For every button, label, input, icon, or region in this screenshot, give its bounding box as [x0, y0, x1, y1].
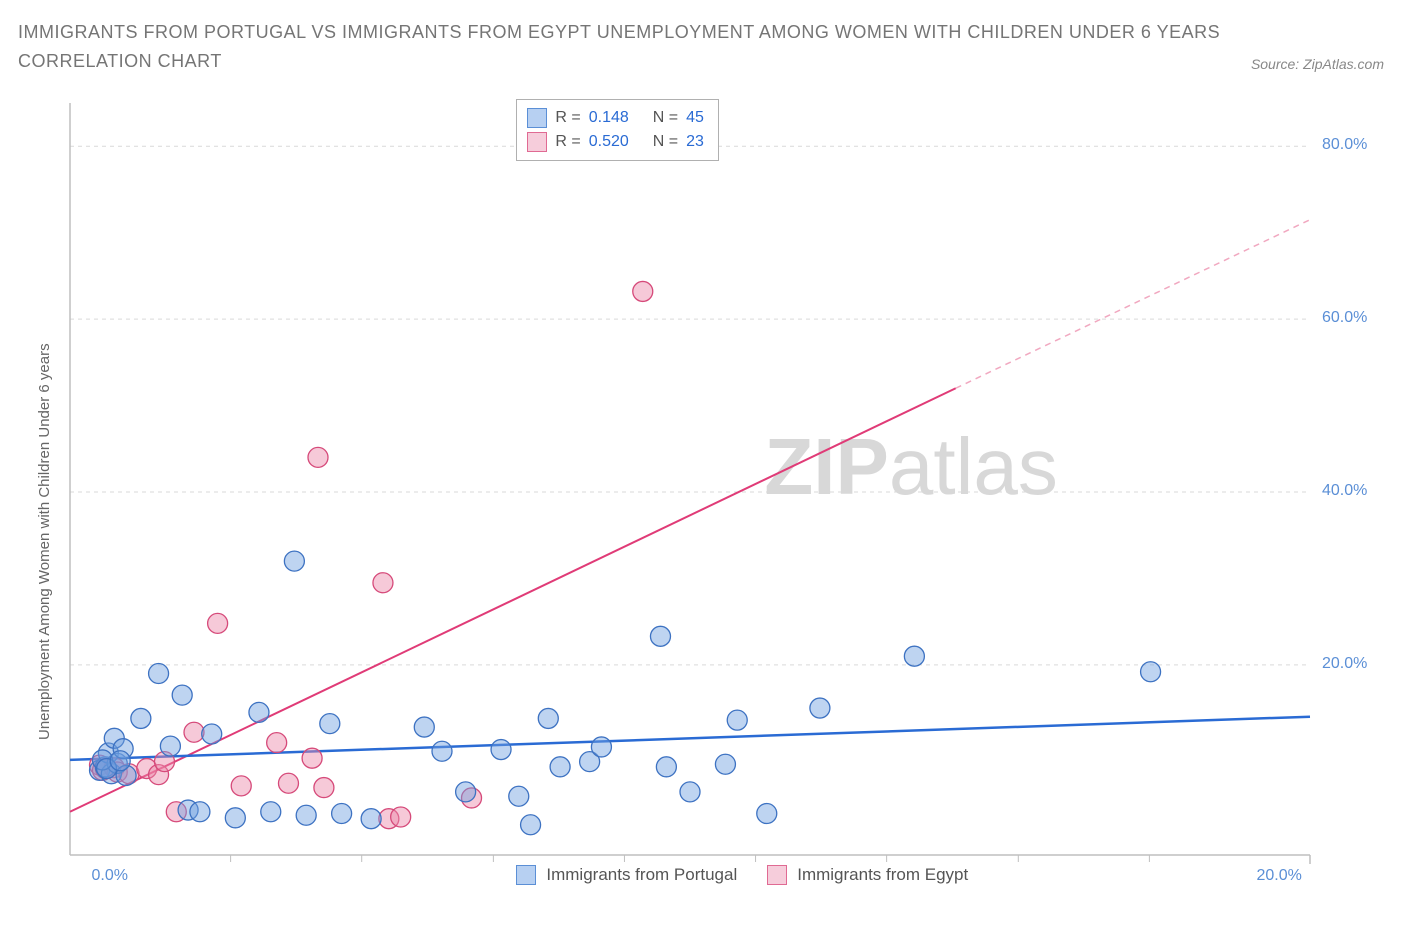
- legend-series-label: Immigrants from Portugal: [546, 865, 737, 885]
- x-tick-label: 0.0%: [92, 867, 128, 885]
- scatter-chart-svg: ZIPatlas: [60, 95, 1380, 895]
- legend-swatch-icon: [767, 865, 787, 885]
- legend-series-label: Immigrants from Egypt: [797, 865, 968, 885]
- correlation-legend-row: R =0.520N =23: [527, 130, 703, 154]
- y-tick-label: 20.0%: [1322, 655, 1367, 673]
- y-axis-label: Unemployment Among Women with Children U…: [36, 343, 53, 740]
- legend-swatch-icon: [516, 865, 536, 885]
- correlation-legend-row: R =0.148N =45: [527, 106, 703, 130]
- series-legend: Immigrants from Portugal Immigrants from …: [516, 865, 988, 885]
- legend-swatch-icon: [527, 108, 547, 128]
- chart-container: ZIPatlas: [60, 95, 1380, 895]
- y-tick-label: 80.0%: [1322, 136, 1367, 154]
- y-tick-label: 60.0%: [1322, 309, 1367, 327]
- y-tick-label: 40.0%: [1322, 482, 1367, 500]
- legend-swatch-icon: [527, 132, 547, 152]
- source-attribution: Source: ZipAtlas.com: [1251, 56, 1384, 72]
- x-tick-label: 20.0%: [1256, 867, 1301, 885]
- svg-text:ZIPatlas: ZIPatlas: [764, 422, 1057, 511]
- correlation-legend-box: R =0.148N =45R =0.520N =23: [516, 99, 718, 161]
- chart-title-line1: IMMIGRANTS FROM PORTUGAL VS IMMIGRANTS F…: [18, 18, 1286, 47]
- chart-title-line2: CORRELATION CHART: [18, 47, 1286, 76]
